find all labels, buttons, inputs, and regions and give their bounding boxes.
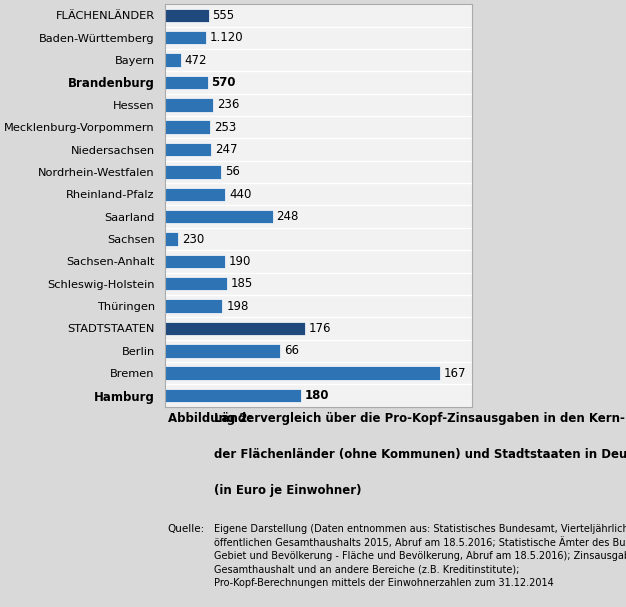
Text: 440: 440 [229, 188, 252, 201]
Bar [165, 232, 178, 246]
Text: 555: 555 [212, 9, 235, 22]
Bar [165, 8, 208, 22]
Text: Quelle:: Quelle: [168, 524, 205, 534]
Bar [165, 165, 221, 178]
Text: 253: 253 [213, 121, 236, 134]
Text: (in Euro je Einwohner): (in Euro je Einwohner) [213, 484, 361, 497]
Text: der Flächenländer (ohne Kommunen) und Stadtstaaten in Deutschland im Jahr 2015: der Flächenländer (ohne Kommunen) und St… [213, 448, 626, 461]
Bar [165, 299, 222, 313]
Bar [165, 210, 272, 223]
Text: 230: 230 [182, 232, 204, 245]
Text: 570: 570 [212, 76, 236, 89]
Text: 247: 247 [215, 143, 237, 156]
Text: 167: 167 [443, 367, 466, 380]
Text: Eigene Darstellung (Daten entnommen aus: Statistisches Bundesamt, Vierteljährlic: Eigene Darstellung (Daten entnommen aus:… [213, 524, 626, 588]
Text: Abbildung 2:: Abbildung 2: [168, 412, 252, 426]
Text: 1.120: 1.120 [209, 31, 243, 44]
Text: 236: 236 [217, 98, 239, 111]
Text: 56: 56 [225, 165, 240, 178]
Text: 180: 180 [305, 389, 329, 402]
Text: Ländervergleich über die Pro-Kopf-Zinsausgaben in den Kern- und Extrahaushalten: Ländervergleich über die Pro-Kopf-Zinsau… [213, 412, 626, 426]
Bar [165, 31, 205, 44]
Text: 176: 176 [308, 322, 331, 335]
Bar [165, 389, 301, 402]
Text: 472: 472 [185, 53, 207, 67]
Bar [165, 76, 208, 89]
Bar [165, 188, 225, 201]
Bar [165, 120, 210, 134]
Bar [165, 277, 227, 290]
Bar [165, 53, 181, 67]
Bar [165, 322, 305, 335]
Text: 248: 248 [276, 210, 299, 223]
Text: 66: 66 [284, 344, 299, 358]
Bar [165, 344, 280, 358]
Bar [165, 98, 213, 112]
Bar [165, 255, 225, 268]
Bar [165, 367, 439, 380]
Text: 185: 185 [230, 277, 253, 290]
Bar [165, 143, 211, 156]
Text: 190: 190 [229, 255, 251, 268]
Text: 198: 198 [226, 300, 249, 313]
